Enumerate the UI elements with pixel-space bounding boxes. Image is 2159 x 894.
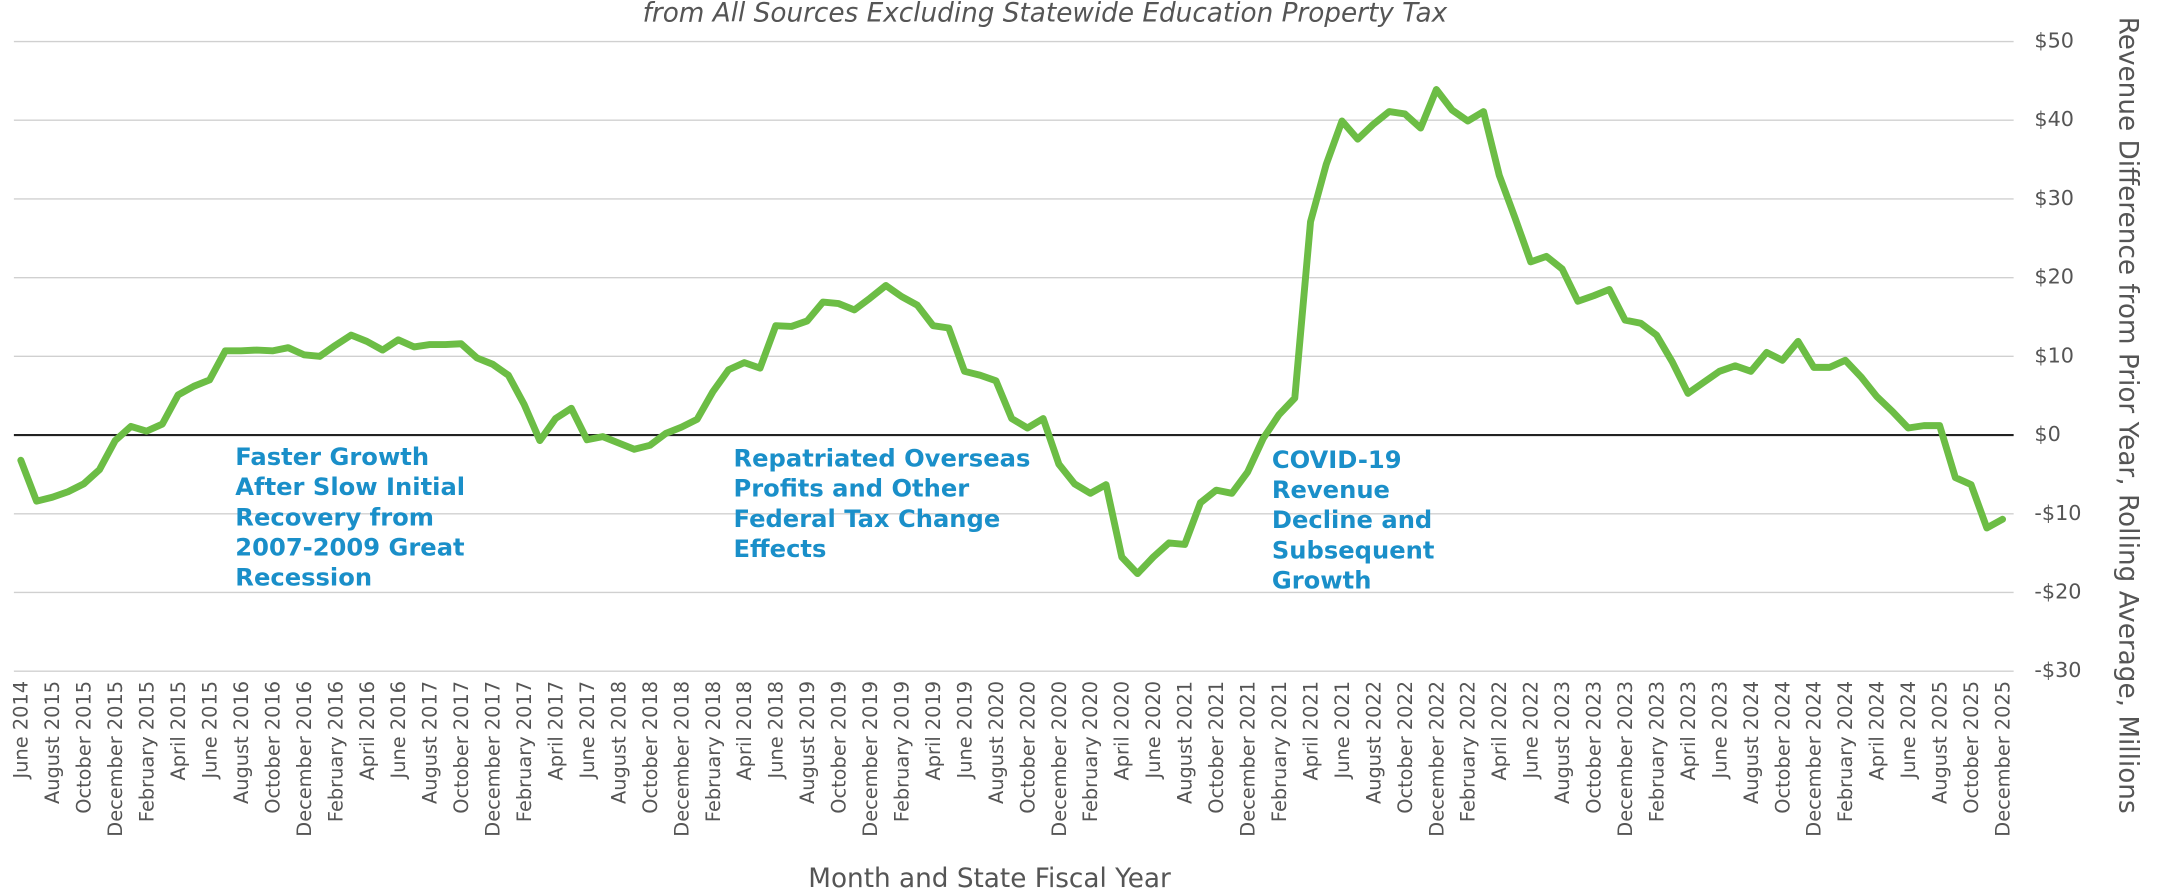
x-tick-label: December 2022 [1425,681,1448,837]
x-tick-label: October 2019 [828,681,851,814]
x-tick-label: April 2019 [922,681,945,781]
x-tick-label: December 2016 [293,681,316,837]
annotation: Federal Tax Change [734,505,1001,533]
x-tick-label: December 2019 [859,681,882,837]
x-tick-label: August 2021 [1174,681,1197,804]
x-tick-label: June 2022 [1520,681,1543,780]
x-tick-label: June 2024 [1897,681,1920,780]
x-tick-label: October 2024 [1771,681,1794,814]
x-tick-label: October 2017 [450,681,473,814]
x-tick-label: December 2023 [1614,681,1637,837]
y-tick-label: $10 [2034,343,2074,367]
x-tick-label: February 2017 [513,681,536,822]
annotation: Faster Growth [235,443,429,471]
annotation: Recovery from [235,503,434,531]
annotation: Growth [1272,567,1372,595]
x-tick-label: June 2017 [576,681,599,780]
x-tick-label: December 2025 [1991,681,2014,837]
x-tick-label: April 2020 [1111,681,1134,781]
x-tick-label: October 2015 [73,681,96,814]
x-tick-label: June 2021 [1331,681,1354,780]
x-tick-label: February 2018 [702,681,725,822]
x-tick-label: June 2016 [387,681,410,780]
x-tick-label: December 2017 [482,681,505,837]
x-tick-label: February 2020 [1079,681,1102,822]
x-tick-label: June 2018 [765,681,788,780]
x-tick-label: April 2017 [544,681,567,781]
x-tick-label: August 2018 [607,681,630,804]
x-tick-label: August 2025 [1929,681,1952,804]
y-tick-label: $40 [2034,107,2074,131]
x-tick-label: June 2014 [10,681,33,780]
x-axis-label: Month and State Fiscal Year [808,864,1171,894]
x-tick-label: April 2015 [167,681,190,781]
y-tick-label: $50 [2034,29,2074,53]
y-tick-label: $30 [2034,186,2074,210]
x-tick-label: February 2019 [891,681,914,822]
x-tick-label: April 2023 [1677,681,1700,781]
x-tick-label: October 2022 [1394,681,1417,814]
x-tick-label: August 2019 [796,681,819,804]
annotation: Repatriated Overseas [734,444,1031,472]
x-tick-label: August 2016 [230,681,253,804]
x-tick-label: February 2021 [1268,681,1291,822]
x-tick-label: February 2015 [136,681,159,822]
x-tick-label: October 2018 [639,681,662,814]
x-tick-label: August 2022 [1362,681,1385,804]
x-tick-label: August 2015 [41,681,64,804]
x-tick-label: February 2022 [1457,681,1480,822]
x-tick-label: August 2024 [1740,681,1763,804]
annotation: 2007-2009 Great [235,534,465,562]
x-tick-label: April 2016 [356,681,379,781]
x-tick-label: October 2020 [1016,681,1039,814]
chart-subtitle: from All Sources Excluding Statewide Edu… [643,0,1448,28]
y-tick-label: $20 [2034,265,2074,289]
annotation: Subsequent [1272,536,1435,564]
data-line [17,86,2007,578]
x-tick-label: June 2020 [1142,681,1165,780]
annotation: Revenue [1272,476,1390,504]
x-tick-label: April 2021 [1299,681,1322,781]
x-tick-label: April 2022 [1488,681,1511,781]
x-tick-label: June 2019 [953,681,976,780]
annotation: Recession [235,564,372,592]
x-tick-label: December 2018 [670,681,693,837]
y-tick-label: -$30 [2034,658,2081,682]
x-tick-label: February 2024 [1834,681,1857,822]
y-tick-label: -$20 [2034,579,2081,603]
annotation: Profits and Other [734,475,970,503]
x-tick-label: December 2015 [104,681,127,837]
y-tick-label: $0 [2034,422,2060,446]
annotation: Decline and [1272,506,1432,534]
x-tick-label: December 2021 [1237,681,1260,837]
x-tick-label: June 2023 [1708,681,1731,780]
y-tick-label: -$10 [2034,501,2081,525]
x-tick-label: October 2025 [1960,681,1983,814]
x-tick-label: August 2023 [1551,681,1574,804]
x-tick-label: October 2016 [261,681,284,814]
x-tick-label: October 2023 [1583,681,1606,814]
annotation: COVID-19 [1272,446,1402,474]
x-tick-label: April 2024 [1866,681,1889,781]
x-tick-label: June 2015 [198,681,221,780]
x-tick-label: April 2018 [733,681,756,781]
x-tick-label: August 2020 [985,681,1008,804]
x-tick-label: February 2016 [324,681,347,822]
x-tick-label: October 2021 [1205,681,1228,814]
x-tick-label: December 2024 [1803,681,1826,837]
y-axis-label: Revenue Difference from Prior Year, Roll… [2113,17,2143,814]
annotation: After Slow Initial [235,473,465,501]
x-tick-label: December 2020 [1048,681,1071,837]
x-tick-label: February 2023 [1645,681,1668,822]
annotation: Effects [734,535,827,563]
x-tick-label: August 2017 [419,681,442,804]
